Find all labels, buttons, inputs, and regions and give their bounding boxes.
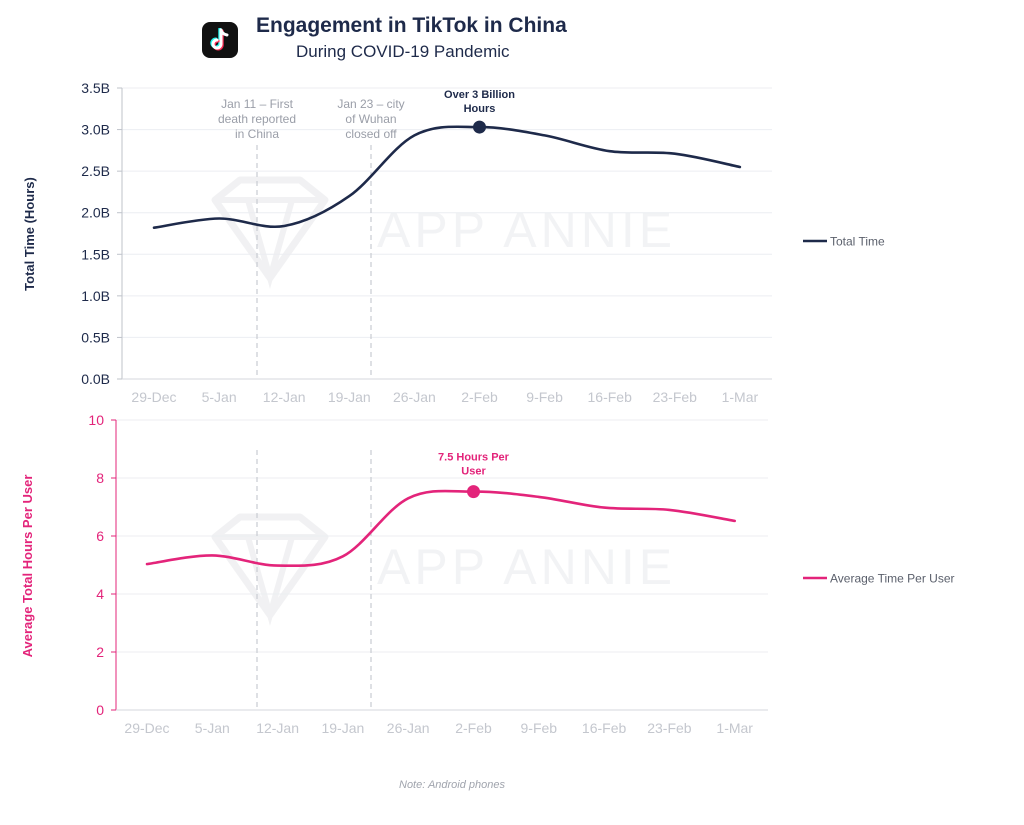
watermark-diamond-facet — [245, 536, 295, 627]
data-point — [608, 149, 612, 153]
highlight-label: Over 3 Billion — [444, 89, 515, 101]
chart-panel-2: 0 2 4 6 8 10 29-Dec 5-Jan 12-Jan 19-Jan 26-Jan 2-Fe… — [20, 412, 955, 736]
data-point — [341, 554, 345, 558]
highlight-point — [467, 485, 480, 499]
data-point — [152, 226, 156, 230]
tiktok-logo-icon — [202, 22, 238, 58]
x-tick-label: 26-Jan — [393, 389, 436, 405]
data-point — [733, 519, 737, 523]
highlight-label: Hours — [464, 103, 496, 115]
data-point — [602, 506, 606, 510]
highlight-label: User — [461, 466, 486, 478]
y-tick-label: 6 — [96, 528, 104, 544]
y-tick-label: 2.5B — [81, 163, 110, 179]
data-point — [217, 217, 221, 221]
x-tick-label: 9-Feb — [521, 720, 558, 736]
y-tick-label: 8 — [96, 470, 104, 486]
y-tick-label: 0 — [96, 702, 104, 718]
y-tick-label: 10 — [88, 412, 104, 428]
legend-label: Average Time Per User — [830, 572, 955, 586]
data-point — [210, 553, 214, 557]
x-tick-label: 2-Feb — [455, 720, 492, 736]
x-tick-label: 19-Jan — [321, 720, 364, 736]
data-point — [145, 562, 149, 566]
x-tick-label: 23-Feb — [647, 720, 692, 736]
chart-panel-1: 0.0B 0.5B 1.0B 1.5B 2.0B 2.5B 3.0B 3.5B 29-Dec 5-… — [22, 80, 885, 405]
watermark-diamond-icon — [211, 513, 329, 619]
data-point — [282, 224, 286, 228]
y-axis-title: Total Time (Hours) — [22, 177, 37, 291]
event-annotation-1: death reported — [218, 112, 296, 126]
x-tick-label: 1-Mar — [716, 720, 753, 736]
watermark-diamond-facet — [245, 199, 295, 290]
data-point — [738, 165, 742, 169]
y-tick-label: 1.0B — [81, 288, 110, 304]
y-tick-label: 1.5B — [81, 246, 110, 262]
x-tick-label: 16-Feb — [588, 389, 633, 405]
page-title: Engagement in TikTok in China — [256, 14, 567, 37]
footnote: Note: Android phones — [399, 779, 505, 791]
data-point — [347, 194, 351, 198]
x-tick-label: 2-Feb — [461, 389, 498, 405]
x-tick-label: 5-Jan — [202, 389, 237, 405]
x-tick-label: 1-Mar — [722, 389, 759, 405]
series-line — [152, 125, 742, 229]
y-tick-label: 2.0B — [81, 205, 110, 221]
data-point — [412, 133, 416, 137]
watermark-1: APP ANNIE — [211, 176, 676, 290]
y-tick-label: 2 — [96, 644, 104, 660]
x-tick-label: 5-Jan — [195, 720, 230, 736]
x-tick-label: 29-Dec — [124, 720, 169, 736]
x-tick-label: 19-Jan — [328, 389, 371, 405]
x-tick-label: 12-Jan — [263, 389, 306, 405]
watermark-text: APP ANNIE — [377, 539, 676, 595]
event-annotation-2: closed off — [345, 127, 397, 141]
data-point — [667, 508, 671, 512]
y-tick-label: 0.0B — [81, 371, 110, 387]
watermark-diamond-icon — [211, 176, 329, 282]
page-subtitle: During COVID-19 Pandemic — [296, 42, 510, 61]
event-annotation-2: of Wuhan — [345, 112, 396, 126]
data-point — [673, 152, 677, 156]
event-annotation-1: in China — [235, 127, 279, 141]
data-point — [543, 133, 547, 137]
series-line — [145, 489, 736, 568]
x-tick-label: 26-Jan — [387, 720, 430, 736]
event-annotation-2: Jan 23 – city — [337, 97, 404, 111]
legend-label: Total Time — [830, 235, 885, 249]
x-tick-label: 16-Feb — [582, 720, 627, 736]
event-annotation-1: Jan 11 – First — [221, 97, 293, 111]
data-point — [406, 496, 410, 500]
x-tick-label: 9-Feb — [526, 389, 563, 405]
watermark-text: APP ANNIE — [377, 202, 676, 258]
y-tick-label: 3.0B — [81, 122, 110, 138]
y-tick-label: 4 — [96, 586, 104, 602]
y-tick-label: 3.5B — [81, 80, 110, 96]
x-tick-label: 23-Feb — [653, 389, 698, 405]
data-point — [537, 495, 541, 499]
y-tick-label: 0.5B — [81, 329, 110, 345]
x-tick-label: 29-Dec — [131, 389, 176, 405]
highlight-point — [473, 120, 486, 134]
data-point — [276, 564, 280, 568]
y-axis-title: Average Total Hours Per User — [20, 475, 35, 658]
x-tick-label: 12-Jan — [256, 720, 299, 736]
highlight-label: 7.5 Hours Per — [438, 452, 510, 464]
